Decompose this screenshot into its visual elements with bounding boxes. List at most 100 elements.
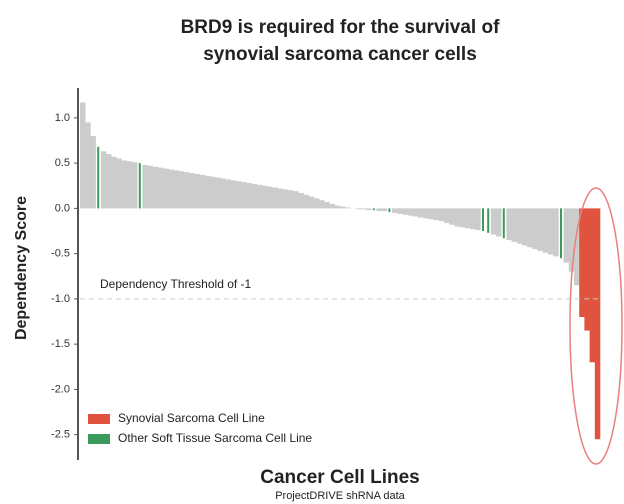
legend-swatch bbox=[88, 414, 110, 424]
bar bbox=[288, 190, 294, 209]
bar bbox=[236, 181, 242, 209]
bar bbox=[594, 208, 601, 440]
bar bbox=[355, 208, 362, 210]
source-note: ProjectDRIVE shRNA data bbox=[275, 490, 405, 502]
bar bbox=[464, 208, 471, 229]
bar bbox=[106, 154, 112, 209]
bar bbox=[138, 163, 141, 209]
bar bbox=[168, 169, 174, 209]
bar bbox=[444, 208, 450, 223]
bar bbox=[502, 208, 505, 239]
bar bbox=[111, 156, 117, 209]
bar bbox=[163, 168, 169, 209]
chart-title: synovial sarcoma cancer cells bbox=[203, 44, 477, 65]
bar bbox=[303, 194, 310, 209]
bar bbox=[225, 179, 232, 209]
bar bbox=[324, 202, 330, 209]
bar bbox=[511, 208, 518, 242]
bar bbox=[230, 180, 237, 209]
bar bbox=[454, 208, 460, 227]
bar bbox=[475, 208, 481, 231]
bar bbox=[433, 208, 440, 221]
bar bbox=[542, 208, 549, 253]
bar bbox=[158, 167, 164, 209]
bar bbox=[366, 208, 372, 211]
bar bbox=[80, 102, 86, 209]
bar bbox=[402, 208, 408, 215]
bar bbox=[532, 208, 538, 250]
bar bbox=[579, 208, 585, 317]
bar bbox=[262, 185, 268, 209]
bar bbox=[147, 165, 154, 209]
bar bbox=[527, 208, 533, 248]
bar bbox=[293, 191, 299, 209]
y-tick-label: -2.0 bbox=[51, 383, 70, 395]
bar bbox=[412, 208, 419, 217]
bar bbox=[199, 174, 206, 209]
bar bbox=[423, 208, 429, 219]
bar bbox=[126, 161, 133, 209]
y-tick-label: -0.5 bbox=[51, 248, 70, 260]
bar bbox=[438, 208, 445, 222]
bar bbox=[178, 171, 185, 209]
bar bbox=[334, 205, 341, 209]
bar bbox=[215, 177, 221, 209]
y-tick-label: -1.0 bbox=[51, 293, 70, 305]
bar bbox=[381, 208, 388, 212]
bar bbox=[256, 184, 263, 209]
y-tick-label: 0.0 bbox=[55, 202, 70, 214]
bar bbox=[482, 208, 484, 232]
y-tick-label: 0.5 bbox=[55, 157, 70, 169]
bar bbox=[314, 198, 320, 209]
bar bbox=[142, 164, 148, 209]
bar bbox=[90, 135, 96, 209]
bar bbox=[319, 200, 325, 209]
bar bbox=[560, 208, 562, 259]
bar bbox=[490, 208, 497, 235]
bar bbox=[506, 208, 512, 241]
bar bbox=[376, 208, 382, 212]
legend-label: Synovial Sarcoma Cell Line bbox=[118, 411, 265, 425]
bar bbox=[496, 208, 502, 237]
highlight-ellipse bbox=[569, 187, 623, 465]
bar bbox=[210, 176, 216, 209]
bar bbox=[522, 208, 528, 246]
bar bbox=[340, 206, 346, 209]
bar bbox=[282, 189, 289, 209]
bar bbox=[589, 208, 596, 363]
bar bbox=[418, 208, 424, 218]
bar bbox=[449, 208, 455, 225]
bar bbox=[537, 208, 544, 251]
bar bbox=[152, 166, 159, 209]
bar bbox=[220, 178, 226, 209]
bar bbox=[184, 172, 190, 209]
bar bbox=[470, 208, 476, 230]
bar bbox=[428, 208, 434, 220]
bar bbox=[548, 208, 554, 255]
bar bbox=[584, 208, 590, 331]
bar bbox=[372, 208, 375, 211]
plot-area: 1.0 0.5 0.0 -0.5 -1.0 -1.5 -2.0 -2.5 Dependency … bbox=[51, 88, 601, 460]
bar bbox=[397, 208, 403, 214]
bar bbox=[298, 192, 304, 209]
bar bbox=[360, 208, 367, 210]
bar bbox=[272, 187, 278, 209]
y-tick-label: -1.5 bbox=[51, 338, 70, 350]
bar bbox=[189, 173, 195, 209]
bar bbox=[132, 162, 138, 209]
x-axis-label: Cancer Cell Lines bbox=[260, 467, 419, 488]
legend-swatch bbox=[88, 434, 110, 444]
bar bbox=[345, 207, 351, 209]
bar bbox=[563, 208, 570, 263]
bar bbox=[267, 186, 273, 209]
bar bbox=[329, 203, 336, 209]
bar bbox=[459, 208, 466, 228]
bar bbox=[173, 170, 180, 209]
threshold-label: Dependency Threshold of -1 bbox=[100, 277, 252, 291]
bar bbox=[194, 173, 200, 209]
bar bbox=[553, 208, 559, 257]
bar bbox=[516, 208, 523, 244]
bar bbox=[246, 183, 252, 209]
bar bbox=[388, 208, 391, 212]
